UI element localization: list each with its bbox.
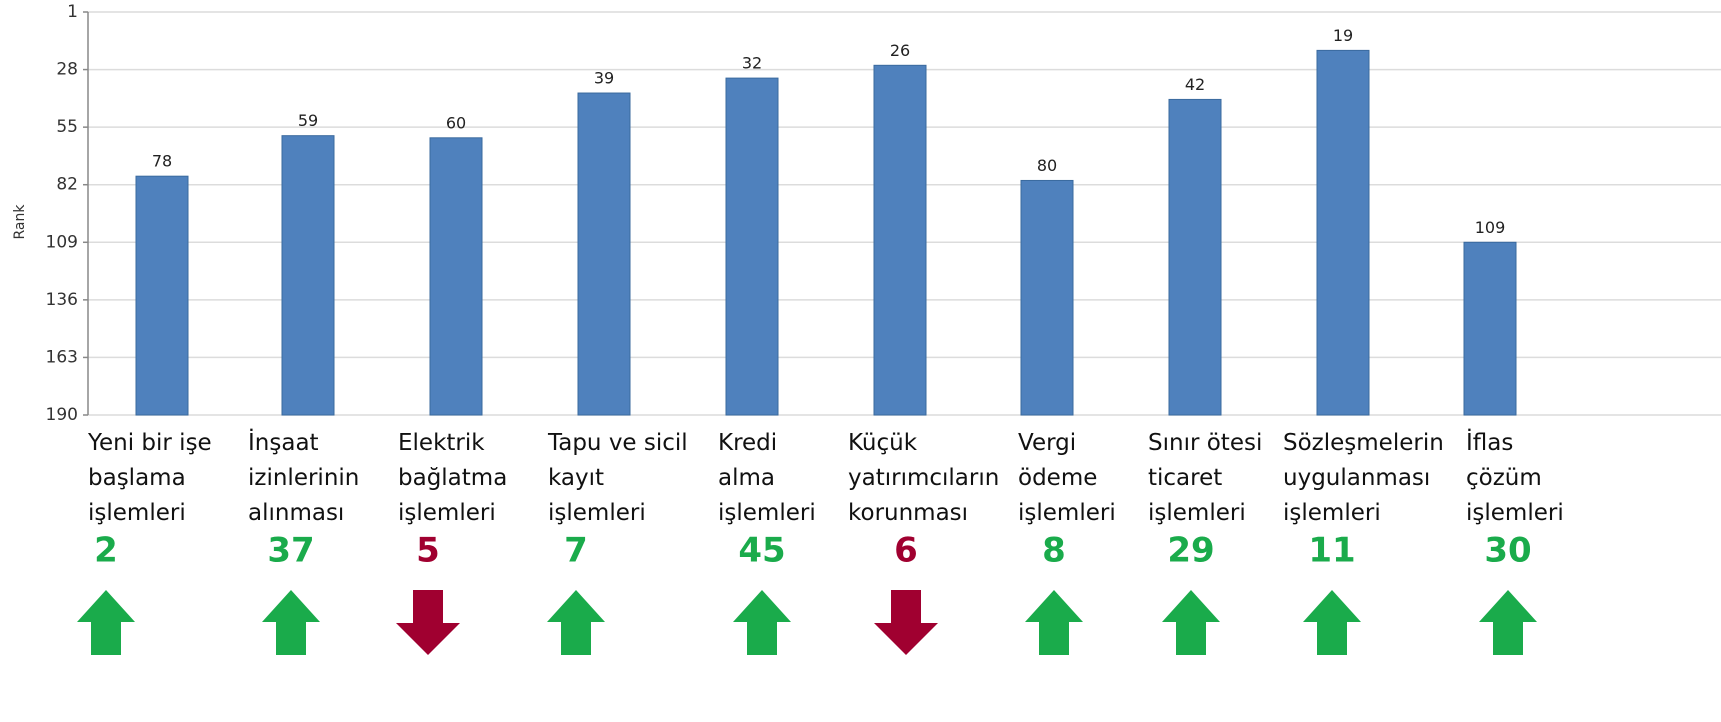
y-tick-label: 190 (46, 405, 78, 425)
change-value: 29 (1167, 531, 1214, 571)
value-label: 19 (1333, 26, 1353, 45)
bar (1316, 49, 1370, 416)
y-axis-label: Rank (12, 204, 28, 240)
x-tick-label: İnşaat izinlerinin alınması (248, 428, 359, 526)
bar (135, 175, 189, 416)
change-value: 37 (267, 531, 314, 571)
change-value: 2 (94, 531, 118, 571)
value-label: 42 (1185, 75, 1205, 94)
value-label: 26 (890, 41, 910, 60)
change-value: 7 (564, 531, 588, 571)
x-tick-label-line: alma (718, 465, 775, 491)
change-value: 30 (1484, 531, 1531, 571)
bar (873, 64, 927, 416)
bar (429, 137, 483, 416)
value-label: 60 (446, 113, 466, 132)
x-tick-label-line: başlama (88, 465, 186, 491)
change-arrow (733, 590, 791, 655)
value-label: 59 (298, 111, 318, 130)
value-label: 32 (742, 54, 762, 73)
change-arrow (1025, 590, 1083, 655)
x-tick-label: Kredi alma işlemleri (718, 430, 816, 526)
x-tick-label-line: Elektrik (398, 430, 485, 456)
x-tick-label-line: alınması (248, 500, 344, 526)
change-arrow (396, 590, 460, 655)
bar (577, 92, 631, 416)
y-tick-label: 163 (46, 347, 78, 367)
value-label: 39 (594, 69, 614, 88)
x-tick-label-line: ödeme (1018, 465, 1097, 491)
x-tick-label-line: İnşaat (248, 428, 319, 456)
change-arrow (1479, 590, 1537, 655)
x-tick-label: Yeni bir işe başlama işlemleri (87, 430, 212, 526)
x-tick-label: Vergi ödeme işlemleri (1018, 430, 1116, 526)
change-arrow (874, 590, 938, 655)
x-tick-label: Elektrik bağlatma işlemleri (398, 430, 507, 526)
bar (1463, 241, 1517, 416)
x-tick-label-line: Tapu ve sicil (547, 430, 688, 456)
x-tick-label-line: çözüm (1466, 465, 1542, 491)
bar (281, 135, 335, 416)
change-arrow (77, 590, 135, 655)
x-tick-label-line: Sınır ötesi (1148, 430, 1262, 456)
x-tick-label-line: izinlerinin (248, 465, 359, 491)
y-tick-label: 109 (46, 232, 78, 252)
change-arrow (262, 590, 320, 655)
change-arrow (1162, 590, 1220, 655)
change-value: 11 (1308, 531, 1355, 571)
x-tick-label-line: işlemleri (1466, 500, 1564, 526)
x-tick-label-line: uygulanması (1283, 465, 1430, 491)
y-tick-label: 136 (46, 290, 78, 310)
change-value: 6 (894, 531, 918, 571)
x-tick-label-line: işlemleri (398, 500, 496, 526)
x-tick-label-line: Kredi (718, 430, 777, 456)
x-tick-label-line: işlemleri (1148, 500, 1246, 526)
value-label: 109 (1475, 218, 1506, 237)
bar (725, 77, 779, 416)
x-tick-label-line: Vergi (1018, 430, 1076, 456)
x-tick-label-line: Küçük (848, 430, 918, 456)
x-tick-label-line: İflas (1466, 428, 1513, 456)
x-tick-label: Küçük yatırımcıların korunması (848, 430, 999, 526)
change-value: 5 (416, 531, 440, 571)
change-arrow (547, 590, 605, 655)
change-arrow (1303, 590, 1361, 655)
y-tick-label: 82 (56, 175, 78, 195)
x-tick-label-line: kayıt (548, 465, 604, 491)
x-tick-label-line: işlemleri (718, 500, 816, 526)
x-tick-label-line: Sözleşmelerin (1283, 430, 1444, 456)
x-tick-label-line: ticaret (1148, 465, 1222, 491)
x-tick-label-line: işlemleri (1283, 500, 1381, 526)
x-tick-label-line: korunması (848, 500, 968, 526)
x-tick-label-line: işlemleri (548, 500, 646, 526)
x-tick-label-line: yatırımcıların (848, 465, 999, 491)
x-tick-label: İflas çözüm işlemleri (1466, 428, 1564, 526)
x-tick-label-line: Yeni bir işe (87, 430, 212, 456)
y-tick-label: 55 (56, 117, 78, 137)
y-tick-label: 1 (67, 2, 78, 22)
x-tick-label: Tapu ve sicil kayıt işlemleri (547, 430, 688, 526)
value-label: 78 (152, 152, 172, 171)
x-tick-label-line: işlemleri (1018, 500, 1116, 526)
bar (1168, 98, 1222, 416)
y-tick-label: 28 (56, 60, 78, 80)
x-tick-label-line: işlemleri (88, 500, 186, 526)
change-value: 45 (738, 531, 785, 571)
x-tick-label-line: bağlatma (398, 465, 507, 491)
value-label: 80 (1037, 156, 1057, 175)
bar (1020, 179, 1074, 416)
change-value: 8 (1042, 531, 1066, 571)
x-tick-label: Sınır ötesi ticaret işlemleri (1148, 430, 1262, 526)
x-tick-label: Sözleşmelerin uygulanması işlemleri (1283, 430, 1444, 526)
